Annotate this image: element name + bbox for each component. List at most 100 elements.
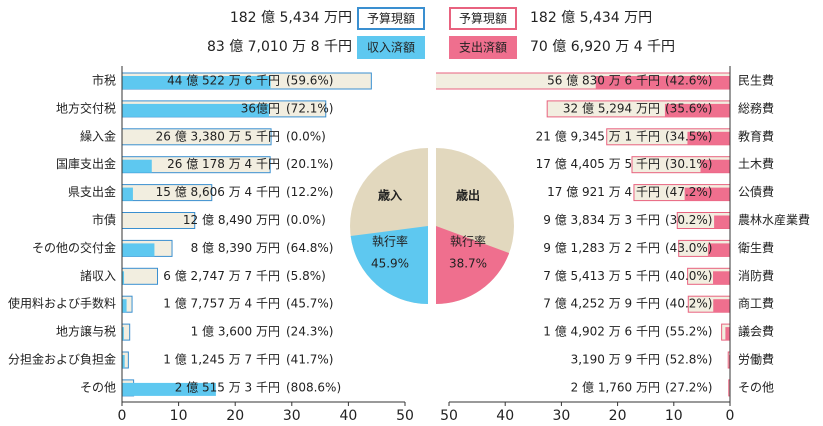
- actual-bar: [687, 131, 730, 145]
- actual-bar: [122, 271, 125, 285]
- value-label: 7 億 5,413 万 5 千円: [543, 269, 660, 283]
- budget-bar: [122, 156, 271, 174]
- rate-label: (72.1%): [286, 101, 333, 115]
- actual-bar: [725, 327, 730, 341]
- actual-bar: [714, 215, 730, 229]
- category-label: その他: [80, 380, 116, 394]
- rate-label: (808.6%): [286, 380, 341, 394]
- total: 182 億 5,434 万円: [230, 10, 352, 26]
- value-label: 36億円: [241, 101, 280, 115]
- budget-bar: [122, 351, 129, 369]
- actual-bar: [122, 299, 127, 313]
- category-label: 民生費: [738, 73, 774, 88]
- value-label: 8 億 8,390 万円: [191, 241, 280, 255]
- legend-swatch: [449, 7, 517, 30]
- legend-label: 支出済額: [459, 40, 507, 55]
- legend-swatch: [449, 36, 517, 59]
- x-tick-label: 10: [170, 408, 188, 424]
- legend-label: 予算現額: [459, 11, 507, 26]
- rate-label: (35.6%): [665, 101, 712, 115]
- rate-label: (27.2%): [665, 380, 712, 394]
- value-label: 1 億 1,245 万 7 千円: [163, 353, 280, 367]
- category-label: その他の交付金: [32, 240, 116, 255]
- rate-label: (12.2%): [286, 185, 333, 199]
- actual-bar: [707, 243, 730, 257]
- actual-bar: [122, 103, 269, 117]
- total: 182 億 5,434 万円: [530, 10, 652, 26]
- category-label: 公債費: [738, 184, 774, 199]
- budget-bar: [122, 128, 272, 146]
- x-tick-label: 10: [665, 408, 683, 424]
- total: 70 億 6,920 万 4 千円: [530, 39, 675, 55]
- budget-bar: [122, 184, 213, 202]
- category-label: 土木費: [738, 156, 774, 171]
- rate-label: (20.1%): [286, 157, 333, 171]
- category-label: 県支出金: [68, 184, 116, 199]
- x-tick-label: 50: [396, 408, 414, 424]
- x-tick-label: 30: [283, 408, 301, 424]
- legend-label: 収入済額: [367, 40, 415, 55]
- plot: [436, 72, 730, 397]
- total: 83 億 7,010 万 8 千円: [207, 39, 352, 55]
- budget-bar: [122, 212, 196, 229]
- value-label: 1 億 7,757 万 4 千円: [163, 297, 280, 311]
- rate-label: (47.2%): [665, 185, 712, 199]
- category-label: 消防費: [738, 268, 774, 283]
- pie-label: 執行率: [450, 234, 486, 249]
- category-label: 地方交付税: [56, 100, 116, 115]
- category-label: 総務費: [738, 100, 774, 115]
- value-label: 26 億 3,380 万 5 千円: [156, 129, 280, 143]
- rate-label: (45.7%): [286, 297, 333, 311]
- actual-bar: [713, 299, 730, 313]
- x-tick-label: 30: [552, 408, 570, 424]
- rate-label: (52.8%): [665, 353, 712, 367]
- budget-bar: [122, 267, 159, 285]
- rate-label: (5.8%): [286, 269, 326, 283]
- x-tick-label: 40: [496, 408, 514, 424]
- legend-label: 予算現額: [367, 11, 415, 26]
- value-label: 32 億 5,294 万円: [563, 101, 660, 115]
- value-label: 17 億 4,405 万 5 千円: [536, 157, 660, 171]
- pie-title: 歳入: [378, 188, 402, 203]
- plot: [122, 72, 372, 397]
- value-label: 15 億 8,606 万 4 千円: [156, 185, 280, 199]
- actual-bar: [122, 76, 271, 89]
- rate-label: (55.2%): [665, 325, 712, 339]
- value-label: 26 億 178 万 4 千円: [167, 157, 280, 171]
- pie-label: 執行率: [372, 234, 408, 249]
- value-label: 56 億 830 万 6 千円: [547, 74, 660, 88]
- x-tick-label: 20: [609, 408, 627, 424]
- category-label: 繰入金: [80, 128, 116, 143]
- x-tick-label: 40: [339, 408, 357, 424]
- rate-label: (0.0%): [286, 129, 326, 143]
- actual-bar: [122, 243, 155, 257]
- value-label: 21 億 9,345 万 1 千円: [536, 129, 660, 143]
- pie-value: 45.9%: [371, 257, 409, 271]
- rate-label: (30.1%): [665, 157, 712, 171]
- value-label: 44 億 522 万 6 千円: [167, 74, 280, 88]
- value-label: 6 億 2,747 万 7 千円: [163, 269, 280, 283]
- budget-bar: [122, 323, 131, 341]
- rate-label: (40.0%): [665, 269, 712, 283]
- actual-bar: [122, 159, 152, 173]
- actual-bar: [664, 103, 730, 117]
- category-label: 教育費: [738, 128, 774, 143]
- pie-title: 歳出: [456, 188, 480, 203]
- value-label: 9 億 3,834 万 3 千円: [543, 213, 660, 227]
- category-label: 国庫支出金: [56, 156, 116, 171]
- pie-wedge: [350, 226, 428, 304]
- rate-label: (30.2%): [665, 213, 712, 227]
- value-label: 3,190 万 9 千円: [571, 353, 660, 367]
- category-label: 議会費: [738, 324, 774, 339]
- rate-label: (24.3%): [286, 325, 333, 339]
- actual-bar: [122, 382, 216, 396]
- rate-label: (43.0%): [665, 241, 712, 255]
- value-label: 9 億 1,283 万 2 千円: [543, 241, 660, 255]
- rate-label: (64.8%): [286, 241, 333, 255]
- category-label: 商工費: [738, 296, 774, 311]
- rate-label: (42.6%): [665, 74, 712, 88]
- value-label: 1 億 3,600 万円: [191, 325, 280, 339]
- x-tick-label: 0: [726, 408, 735, 424]
- value-label: 12 億 8,490 万円: [183, 213, 280, 227]
